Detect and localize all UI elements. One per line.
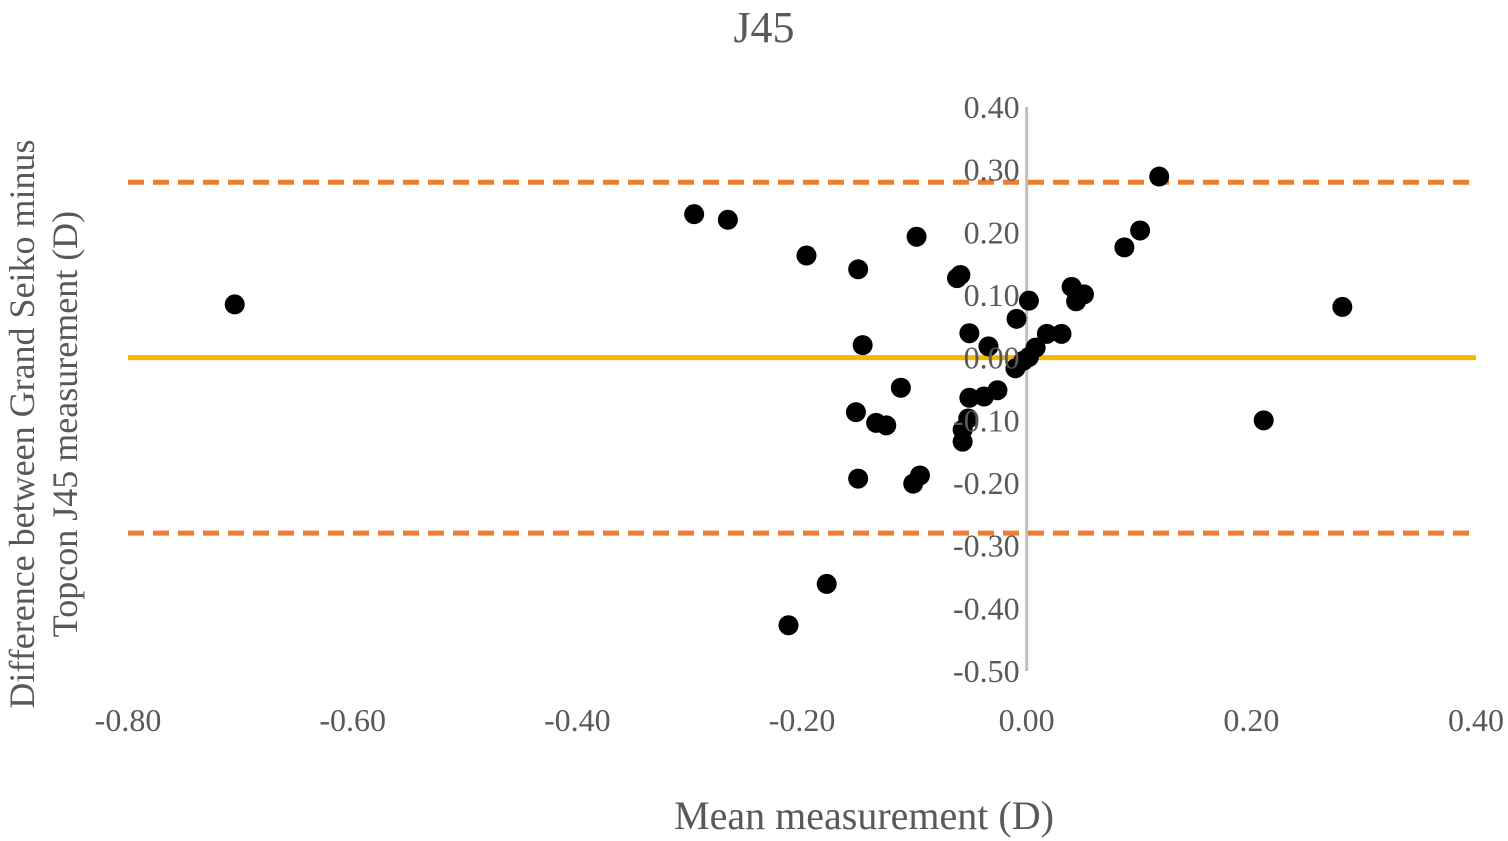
data-point (845, 402, 866, 423)
y-tick-label: 0.30 (964, 152, 1020, 188)
data-point (816, 573, 837, 594)
y-tick-label: 0.00 (964, 340, 1020, 376)
y-tick-label: -0.30 (953, 528, 1020, 564)
x-tick-label: 0.20 (1223, 702, 1279, 738)
data-point (796, 245, 817, 266)
data-point (1130, 220, 1151, 241)
data-point (1253, 410, 1274, 431)
data-point (1051, 323, 1072, 344)
y-tick-label: 0.10 (964, 277, 1020, 313)
data-point (890, 377, 911, 398)
data-point (1149, 166, 1170, 187)
data-point (950, 264, 971, 285)
y-axis-label-line-2: Topcon J45 measurement (D) (45, 210, 85, 638)
x-tick-label: -0.60 (319, 702, 386, 738)
chart-title: J45 (733, 3, 795, 52)
data-point (903, 473, 924, 494)
data-point (1018, 290, 1039, 311)
y-tick-label: -0.10 (953, 402, 1020, 438)
data-point (906, 226, 927, 247)
data-point (224, 294, 245, 315)
y-tick-label: 0.40 (964, 89, 1020, 125)
y-tick-label: 0.20 (964, 214, 1020, 250)
x-tick-label: -0.40 (544, 702, 611, 738)
data-point (1025, 337, 1046, 358)
y-tick-label: -0.50 (953, 653, 1020, 689)
data-point (1036, 323, 1057, 344)
data-point (1073, 284, 1094, 305)
data-point (952, 431, 973, 452)
x-tick-label: -0.80 (95, 702, 162, 738)
y-tick-label: -0.20 (953, 465, 1020, 501)
data-point (684, 204, 705, 225)
data-point (1006, 308, 1027, 329)
data-point (876, 415, 897, 436)
data-point (852, 335, 873, 356)
x-tick-label: 0.00 (999, 702, 1055, 738)
y-tick-label: -0.40 (953, 590, 1020, 626)
data-point (778, 615, 799, 636)
data-point (987, 380, 1008, 401)
y-axis-label-line-1: Difference between Grand Seiko minus (1, 139, 42, 709)
data-point (959, 323, 980, 344)
data-point (1332, 296, 1353, 317)
x-tick-label: 0.40 (1448, 702, 1504, 738)
data-point (717, 209, 738, 230)
x-tick-label: -0.20 (769, 702, 836, 738)
x-axis-label: Mean measurement (D) (674, 793, 1054, 838)
data-point (1114, 237, 1135, 258)
data-point (848, 468, 869, 489)
data-point (959, 387, 980, 408)
data-point (848, 259, 869, 280)
data-point (978, 336, 999, 357)
y-axis-label: Difference between Grand Seiko minus Top… (1, 64, 87, 784)
